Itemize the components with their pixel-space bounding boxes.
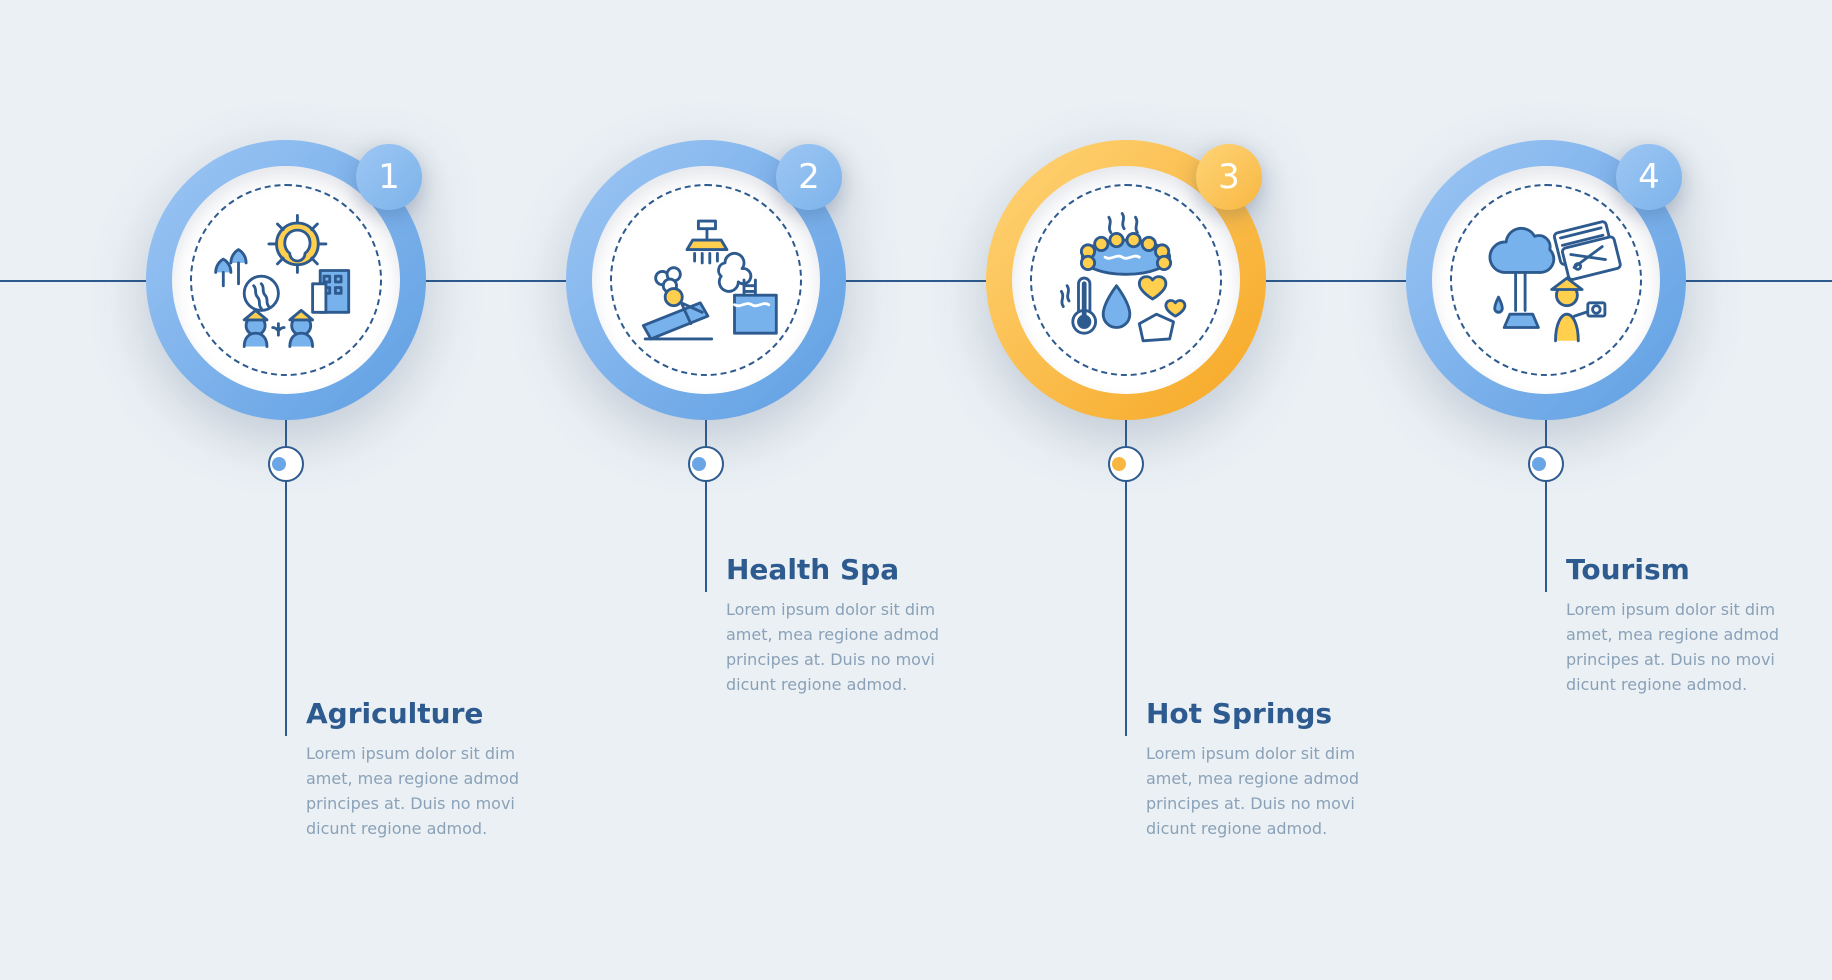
step-textblock: Tourism Lorem ipsum dolor sit dim amet, … — [1566, 554, 1826, 697]
step-body: Lorem ipsum dolor sit dim amet, mea regi… — [1566, 598, 1826, 697]
step-2: 2 Health Spa Lorem ipsum dolor sit dim a… — [566, 0, 846, 736]
stem-medallion-to-dot — [1125, 420, 1127, 446]
step-medallion: 2 — [566, 140, 846, 420]
connector-dot-inner — [272, 457, 286, 471]
step-title: Tourism — [1566, 554, 1826, 586]
step-4: 4 Tourism Lorem ipsum dolor sit dim amet… — [1406, 0, 1686, 736]
tourism-svg — [1470, 204, 1622, 356]
stem-medallion-to-dot — [285, 420, 287, 446]
stem-medallion-to-dot — [705, 420, 707, 446]
step-title: Agriculture — [306, 698, 566, 730]
step-medallion: 4 — [1406, 140, 1686, 420]
vertical-stem — [285, 482, 287, 736]
step-number: 4 — [1638, 157, 1660, 197]
hotsprings-icon — [1050, 204, 1202, 356]
connector-dot-inner — [692, 457, 706, 471]
step-title: Health Spa — [726, 554, 986, 586]
connector-dot — [1528, 446, 1564, 482]
steps-row: 1 Agriculture Lorem ipsum dolor sit dim … — [0, 0, 1832, 736]
step-body: Lorem ipsum dolor sit dim amet, mea regi… — [306, 742, 566, 841]
connector-dot — [268, 446, 304, 482]
vertical-stem — [705, 482, 707, 592]
step-number-badge: 1 — [356, 144, 422, 210]
step-textblock: Health Spa Lorem ipsum dolor sit dim ame… — [726, 554, 986, 697]
connector-dot — [688, 446, 724, 482]
step-number-badge: 3 — [1196, 144, 1262, 210]
connector-dot-inner — [1532, 457, 1546, 471]
step-number-badge: 4 — [1616, 144, 1682, 210]
step-textblock: Agriculture Lorem ipsum dolor sit dim am… — [306, 698, 566, 841]
spa-icon — [630, 204, 782, 356]
step-medallion: 1 — [146, 140, 426, 420]
step-medallion: 3 — [986, 140, 1266, 420]
agriculture-svg — [210, 204, 362, 356]
step-number: 1 — [378, 157, 400, 197]
vertical-stem — [1545, 482, 1547, 592]
step-3: 3 Hot Springs Lorem ipsum dolor sit dim … — [986, 0, 1266, 736]
connector-dot-inner — [1112, 457, 1126, 471]
step-number-badge: 2 — [776, 144, 842, 210]
step-number: 2 — [798, 157, 820, 197]
spa-svg — [630, 204, 782, 356]
stem-medallion-to-dot — [1545, 420, 1547, 446]
step-textblock: Hot Springs Lorem ipsum dolor sit dim am… — [1146, 698, 1406, 841]
step-number: 3 — [1218, 157, 1240, 197]
step-body: Lorem ipsum dolor sit dim amet, mea regi… — [1146, 742, 1406, 841]
connector-dot — [1108, 446, 1144, 482]
step-body: Lorem ipsum dolor sit dim amet, mea regi… — [726, 598, 986, 697]
step-title: Hot Springs — [1146, 698, 1406, 730]
hotsprings-svg — [1050, 204, 1202, 356]
vertical-stem — [1125, 482, 1127, 736]
tourism-icon — [1470, 204, 1622, 356]
step-1: 1 Agriculture Lorem ipsum dolor sit dim … — [146, 0, 426, 736]
agriculture-icon — [210, 204, 362, 356]
